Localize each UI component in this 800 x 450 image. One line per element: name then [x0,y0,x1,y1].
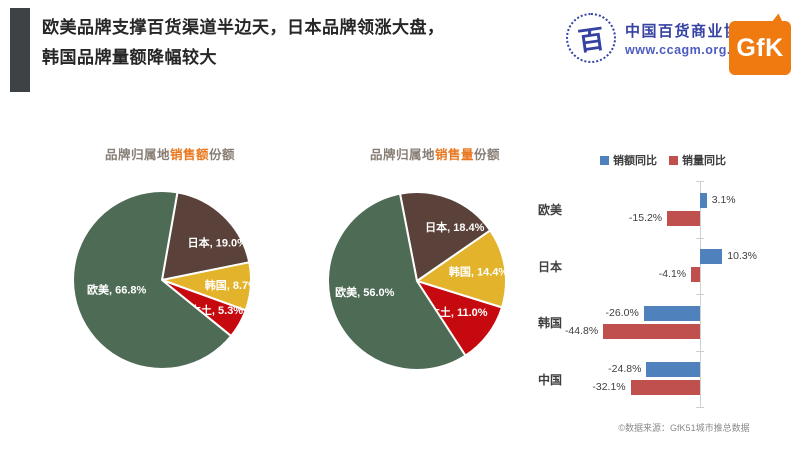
pie-slice-日本 [161,191,251,281]
yoy-bar-chart: 销额同比 销量同比 欧美 3.1% -15.2% 日本 10.3% -4.1% 韩国 -26.0… [538,148,800,448]
bar-销额同比-欧美 [700,192,707,208]
legend-item-销额同比: 销额同比 [600,152,657,168]
bar-value-label: -44.8% [564,324,599,337]
slide-title: 欧美品牌支撑百货渠道半边天，日本品牌领涨大盘， 韩国品牌量额降幅较大 [42,13,562,73]
bar-销额同比-韩国 [643,305,701,321]
pie-data-label-本土: 本土, 11.0% [429,305,488,319]
bar-chart-legend: 销额同比 销量同比 [600,152,726,168]
pie2-title-highlight: 销售量 [434,148,474,162]
pie-data-label-韩国: 韩国, 8.7% [205,278,257,292]
sales-value-pie-chart: 日本, 19.0%韩国, 8.7%本土, 5.3%欧美, 66.8% [72,190,257,370]
bar-销量同比-日本 [691,267,701,283]
ccagm-text-block: 中国百货商业协会 www.ccagm.org.cn [625,20,757,57]
ccagm-logo: 百 中国百货商业协会 www.ccagm.org.cn [566,13,757,63]
category-label-欧美: 欧美 [538,203,563,218]
bar-销额同比-日本 [700,249,723,265]
title-accent-bar [10,8,30,92]
bar-value-label: -26.0% [605,306,639,319]
pie2-title-suffix: 份额 [474,148,501,162]
sales-volume-pie-title: 品牌归属地销售量份额 [325,144,545,163]
bar-value-label: 10.3% [727,250,758,263]
legend-label: 销额同比 [613,155,657,167]
gfk-logo: GfK [729,12,791,75]
bar-value-label: -4.1% [658,268,687,281]
axis-tick [696,294,704,295]
gfk-logo-notch [771,12,788,26]
pie-slice-欧美 [327,192,467,371]
legend-item-销量同比: 销量同比 [669,152,726,168]
sales-volume-pie-chart: 日本, 18.4% 韩国, 14.4% 本土, 11.0% 欧美, 56.0% [327,191,509,371]
pie1-title-prefix: 品牌归属地 [104,148,170,162]
pie-data-label-日本: 日本, 19.0% [188,236,248,250]
pie-data-label-韩国: 韩国, 14.4% [449,264,509,278]
legend-label: 销量同比 [682,155,726,167]
legend-swatch-icon [669,155,678,165]
association-url: www.ccagm.org.cn [625,42,747,57]
category-label-中国: 中国 [538,372,563,387]
pie1-title-highlight: 销售额 [169,148,209,162]
bar-value-label: 3.1% [711,193,736,206]
data-source-caption: ©数据来源：GfK51城市推总数据 [618,423,750,433]
pie-slice-韩国 [416,229,507,309]
pie-data-label-欧美: 欧美, 66.8% [87,283,147,297]
legend-swatch-icon [600,155,609,165]
bar-value-label: -15.2% [628,211,663,224]
bar-销量同比-中国 [630,380,700,396]
bar-销量同比-欧美 [667,210,700,226]
bar-销额同比-中国 [646,362,701,378]
pie-data-label-欧美: 欧美, 56.0% [335,285,395,299]
pie1-title-suffix: 份额 [209,148,236,162]
ccagm-logo-icon: 百 [566,13,616,63]
axis-tick [696,350,704,352]
slide-title-line1: 欧美品牌支撑百货渠道半边天，日本品牌领涨大盘， [42,18,445,37]
slide-title-line2: 韩国品牌量额降幅较大 [42,48,217,67]
axis-tick [696,181,704,182]
bar-value-label: -32.1% [592,381,626,394]
category-label-日本: 日本 [538,259,563,274]
bar-value-label: -24.8% [608,363,642,376]
axis-tick [696,237,704,239]
gfk-logo-text: GfK [736,33,784,62]
category-label-韩国: 韩国 [538,316,563,331]
axis-tick [696,407,704,408]
bar-销量同比-韩国 [603,323,701,339]
ccagm-glyph: 百 [576,23,607,57]
sales-value-pie-title: 品牌归属地销售额份额 [60,144,280,163]
pie-slice-日本 [399,191,492,282]
pie-slice-欧美 [72,190,233,370]
association-name: 中国百货商业协会 [625,23,758,40]
pie2-title-prefix: 品牌归属地 [369,148,435,162]
pie-data-label-日本: 日本, 18.4% [425,220,485,234]
